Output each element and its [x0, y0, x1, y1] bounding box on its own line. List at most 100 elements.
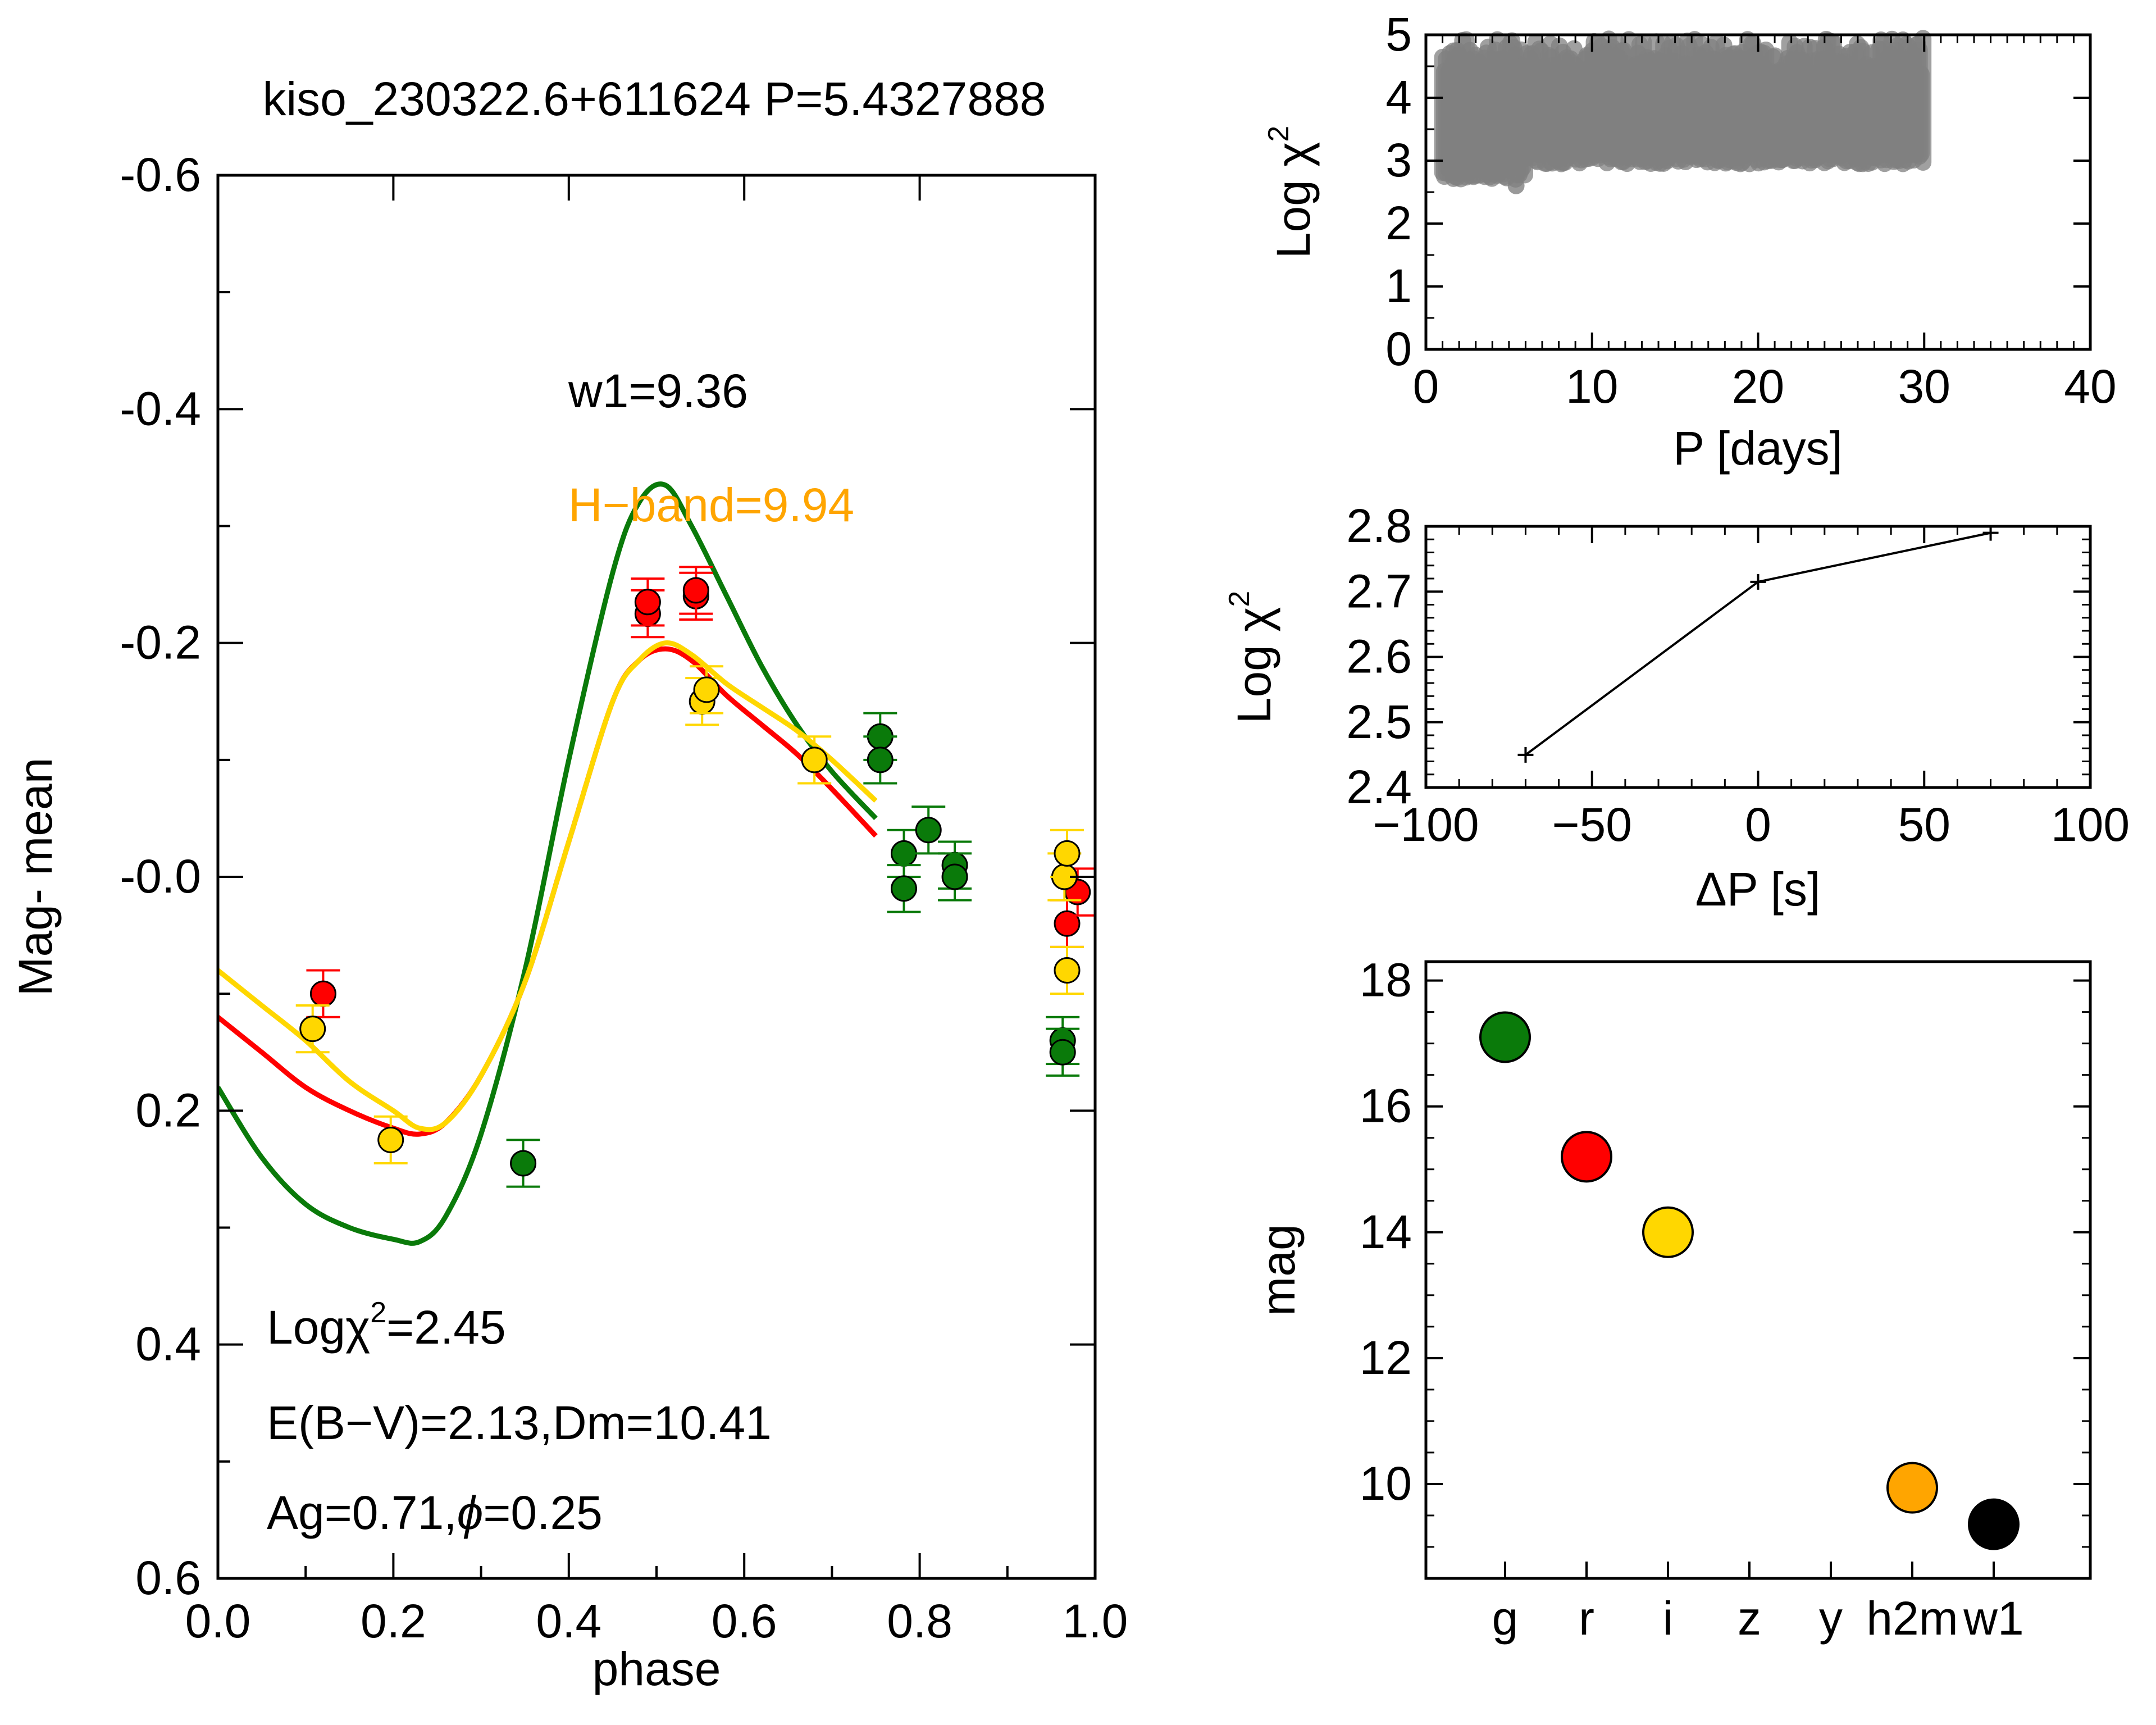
ytick-label: -0.6 — [120, 148, 201, 201]
xtick-label-w1: w1 — [1963, 1592, 2023, 1645]
ytick-label: 0.2 — [135, 1084, 201, 1136]
xtick-label: 0.2 — [361, 1595, 426, 1647]
ytick-label: 3 — [1385, 134, 1412, 186]
sed-point-i — [1642, 1206, 1694, 1258]
data-point-r — [1054, 910, 1081, 937]
xtick-label: 0.8 — [887, 1595, 952, 1647]
ytick-label: -0.2 — [120, 616, 201, 669]
xtick-label: 40 — [2064, 360, 2116, 413]
scan-min-point — [1507, 177, 1525, 194]
xtick-label: 20 — [1732, 360, 1784, 413]
data-point-i — [1054, 957, 1081, 984]
sed-point-w1 — [1968, 1498, 2020, 1550]
ebv-annotation: E(B−V)=2.13,Dm=10.41 — [267, 1396, 772, 1449]
sed-point-h2m — [1886, 1462, 1938, 1514]
data-point-g — [890, 875, 917, 902]
xtick-label-z: z — [1738, 1592, 1761, 1645]
delta-p-point — [1517, 747, 1534, 763]
xtick-label: 100 — [2051, 798, 2130, 851]
period-scan-ylabel-sup: 2 — [1262, 126, 1295, 142]
xtick-label: 0.0 — [185, 1595, 251, 1647]
delta-p-ylabel-sup: 2 — [1223, 591, 1256, 607]
sed-point-r — [1561, 1131, 1612, 1183]
data-point-g — [915, 817, 942, 844]
ytick-label: 2 — [1385, 197, 1412, 249]
data-point-i — [1054, 840, 1081, 867]
sed-point-g — [1479, 1011, 1531, 1063]
ag-annotation-value: =0.25 — [483, 1486, 603, 1539]
delta-p-ylabel-prefix: Log χ — [1228, 607, 1280, 724]
model-curve-r — [218, 646, 878, 1137]
period-scan-ylabel: Log χ2 — [1262, 126, 1320, 259]
ytick-label: 16 — [1360, 1080, 1412, 1132]
hband-annotation: H−band=9.94 — [568, 479, 854, 531]
xtick-label: 30 — [1898, 360, 1950, 413]
xtick-label: −100 — [1373, 798, 1479, 851]
xtick-label: 1.0 — [1063, 1595, 1128, 1647]
period-scan-xlabel: P [days] — [1673, 422, 1843, 475]
data-point-i — [801, 747, 828, 773]
ytick-label: -0.4 — [120, 382, 201, 435]
chi2-annotation: Logχ2=2.45 — [267, 1296, 506, 1354]
xtick-label: 10 — [1566, 360, 1618, 413]
xtick-label-g: g — [1492, 1592, 1519, 1645]
data-point-i — [693, 676, 720, 703]
ag-annotation-prefix: Ag=0.71, — [267, 1486, 457, 1539]
delta-p-point — [1750, 574, 1766, 590]
data-point-i — [377, 1126, 404, 1153]
xtick-label: 0.4 — [536, 1595, 601, 1647]
ytick-label: 0.4 — [135, 1318, 201, 1371]
ytick-label: 2.4 — [1346, 761, 1412, 813]
xtick-label-r: r — [1579, 1592, 1594, 1645]
xtick-label: 0.6 — [712, 1595, 777, 1647]
model-curve-i — [218, 640, 878, 1132]
chi2-annotation-value: =2.45 — [386, 1301, 506, 1354]
ytick-label: 2.8 — [1346, 499, 1412, 552]
data-point-r — [682, 577, 709, 604]
data-point-g — [510, 1150, 537, 1177]
data-point-g — [867, 747, 894, 773]
delta-p-line — [1525, 531, 1991, 756]
light-curve-xlabel: phase — [592, 1642, 721, 1695]
xtick-label: 50 — [1898, 798, 1950, 851]
xtick-label: −50 — [1552, 798, 1633, 851]
sed-ylabel: mag — [1252, 1224, 1305, 1316]
xtick-label: 0 — [1413, 360, 1439, 413]
data-point-g — [941, 863, 968, 890]
w1-annotation: w1=9.36 — [568, 365, 748, 417]
ytick-label: 0.6 — [135, 1551, 201, 1604]
ag-annotation: Ag=0.71,ϕ=0.25 — [267, 1486, 603, 1539]
delta-p-ylabel: Log χ2 — [1223, 591, 1280, 724]
data-point-i — [299, 1016, 326, 1043]
data-point-r — [634, 589, 661, 616]
delta-p-xlabel: ΔP [s] — [1695, 863, 1821, 916]
light-curve-plot: 0.0 0.2 0.4 0.6 0.8 1.0 -0.6 -0.4 -0.2 -0.0 0.2 0.4… — [120, 148, 1128, 1647]
sed-frame — [1424, 960, 2092, 1580]
ytick-label: 5 — [1385, 8, 1412, 61]
ytick-label: 2.6 — [1346, 630, 1412, 683]
data-point-r — [309, 980, 336, 1007]
ytick-label: 2.5 — [1346, 695, 1412, 748]
xtick-label-y: y — [1819, 1592, 1843, 1645]
ytick-label: 10 — [1360, 1457, 1412, 1510]
period-scan-ylabel-prefix: Log χ — [1267, 142, 1320, 259]
ytick-label: -0.0 — [120, 850, 201, 903]
xtick-label: 0 — [1745, 798, 1771, 851]
ytick-label: 4 — [1385, 71, 1412, 124]
ytick-label: 18 — [1360, 954, 1412, 1007]
chi2-annotation-sup: 2 — [370, 1296, 386, 1329]
xtick-label-h2m: h2m — [1866, 1592, 1958, 1645]
main-title: kiso_230322.6+611624 P=5.4327888 — [262, 72, 1046, 125]
ytick-label: 1 — [1385, 260, 1412, 312]
ytick-label: 2.7 — [1346, 565, 1412, 617]
light-curve-ylabel: Mag- mean — [9, 758, 62, 996]
xtick-label-i: i — [1663, 1592, 1674, 1645]
model-curve-g — [218, 481, 878, 1246]
ytick-label: 0 — [1385, 322, 1412, 375]
ag-annotation-phi: ϕ — [457, 1486, 484, 1539]
ytick-label: 12 — [1360, 1331, 1412, 1384]
ytick-label: 14 — [1360, 1205, 1412, 1258]
chi2-annotation-prefix: Logχ — [267, 1301, 370, 1354]
sed-plot: g r i z y h2m w1 10 12 14 16 18 — [1360, 954, 2092, 1645]
